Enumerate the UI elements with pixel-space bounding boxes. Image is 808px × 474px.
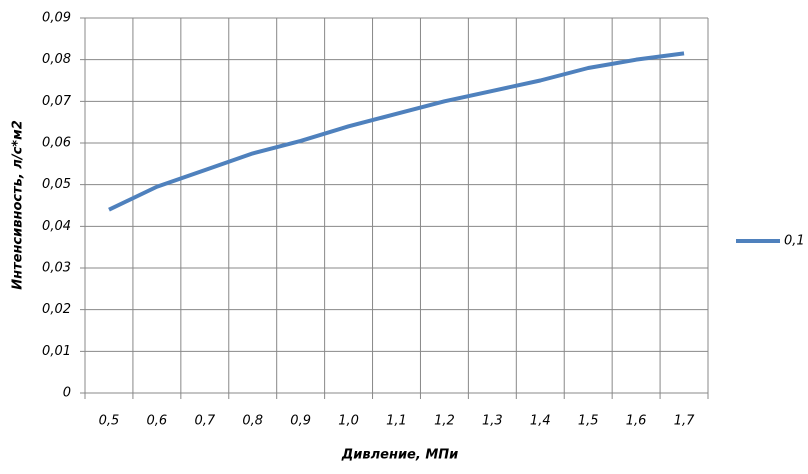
x-tick-label: 1,0 bbox=[338, 414, 359, 429]
y-tick-label: 0 bbox=[63, 386, 71, 401]
series-line bbox=[108, 51, 685, 212]
x-tick-label: 0,6 bbox=[147, 414, 168, 429]
legend-label: 0,1 bbox=[784, 234, 805, 249]
y-tick-label: 0,02 bbox=[42, 302, 71, 317]
y-tick-label: 0,04 bbox=[42, 219, 71, 234]
x-tick-label: 0,8 bbox=[242, 414, 263, 429]
y-tick-label: 0,06 bbox=[42, 136, 71, 151]
x-tick-label: 1,1 bbox=[386, 414, 407, 429]
x-tick-label: 1,4 bbox=[530, 414, 551, 429]
x-tick-label: 1,3 bbox=[482, 414, 503, 429]
x-tick-label: 1,7 bbox=[674, 414, 695, 429]
y-tick-label: 0,08 bbox=[42, 52, 71, 67]
y-tick-label: 0,03 bbox=[42, 261, 71, 276]
x-tick-label: 0,7 bbox=[194, 414, 215, 429]
x-tick-label: 0,5 bbox=[99, 414, 120, 429]
y-tick-label: 0,05 bbox=[42, 177, 71, 192]
x-axis-title: Дивление, МПи bbox=[341, 448, 459, 463]
x-tick-label: 1,6 bbox=[626, 414, 647, 429]
y-axis-title: Интенсивность, л/с*м2 bbox=[11, 120, 26, 290]
x-tick-label: 1,2 bbox=[434, 414, 455, 429]
y-tick-label: 0,07 bbox=[42, 94, 72, 109]
y-tick-label: 0,01 bbox=[42, 344, 71, 359]
x-tick-label: 0,9 bbox=[290, 414, 311, 429]
y-tick-label: 0,09 bbox=[42, 11, 71, 26]
x-tick-label: 1,5 bbox=[578, 414, 599, 429]
